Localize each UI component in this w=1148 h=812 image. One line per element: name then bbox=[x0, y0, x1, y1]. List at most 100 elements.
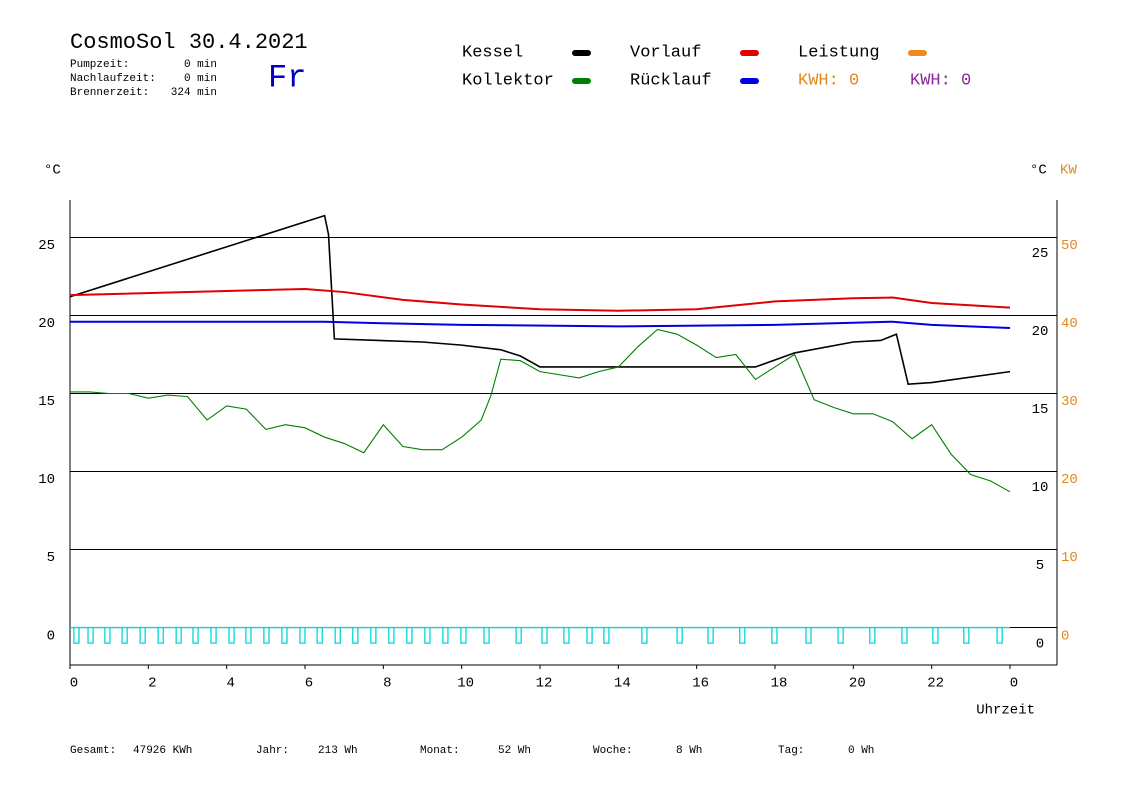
pulse bbox=[460, 627, 467, 644]
series-line bbox=[70, 328, 1011, 493]
x-tick-label: 14 bbox=[614, 676, 631, 692]
y2-tick-label: 0 bbox=[1036, 636, 1044, 652]
pulse bbox=[563, 627, 570, 644]
y2-axis-label: °C bbox=[1030, 163, 1047, 179]
pulse bbox=[245, 627, 252, 644]
pulse bbox=[996, 627, 1003, 644]
x-tick-label: 22 bbox=[927, 676, 944, 692]
pulse bbox=[963, 627, 970, 644]
pulse bbox=[641, 627, 648, 644]
y3-tick-label: 0 bbox=[1061, 628, 1069, 644]
pulse bbox=[515, 627, 522, 644]
info-value: 0 min bbox=[184, 73, 217, 85]
pulse bbox=[541, 627, 548, 644]
x-tick-label: 2 bbox=[148, 676, 156, 692]
pulse bbox=[901, 627, 908, 644]
pulse bbox=[316, 627, 323, 644]
y3-tick-label: 10 bbox=[1061, 550, 1078, 566]
pulse bbox=[388, 627, 395, 644]
pulse bbox=[676, 627, 683, 644]
pulse bbox=[869, 627, 876, 644]
pulse bbox=[104, 627, 111, 644]
y3-tick-label: 20 bbox=[1061, 472, 1078, 488]
pulse bbox=[739, 627, 746, 644]
pulse bbox=[87, 627, 94, 644]
legend-label: Rücklauf bbox=[630, 71, 712, 90]
footer-label: Monat: bbox=[420, 745, 460, 757]
kwh-label: KWH: 0 bbox=[798, 71, 859, 90]
pulse bbox=[586, 627, 593, 644]
legend-label: Vorlauf bbox=[630, 43, 701, 62]
info-value: 0 min bbox=[184, 59, 217, 71]
series-line bbox=[69, 287, 1011, 312]
x-tick-label: 6 bbox=[305, 676, 313, 692]
y-tick-label: 20 bbox=[38, 316, 55, 332]
y-axis-label: °C bbox=[44, 163, 61, 179]
pulse bbox=[707, 627, 714, 644]
footer-value: 8 Wh bbox=[676, 745, 702, 757]
series-line bbox=[70, 320, 1011, 329]
legend-label: Leistung bbox=[798, 43, 880, 62]
pulse bbox=[299, 627, 306, 644]
footer-label: Tag: bbox=[778, 745, 804, 757]
pulse bbox=[406, 627, 413, 644]
x-tick-label: 12 bbox=[536, 676, 553, 692]
series-line bbox=[69, 214, 1011, 385]
y3-tick-label: 50 bbox=[1061, 238, 1078, 254]
legend-label: Kessel bbox=[462, 43, 523, 62]
x-tick-label: 0 bbox=[70, 676, 78, 692]
y-tick-label: 15 bbox=[38, 394, 55, 410]
y2-tick-label: 15 bbox=[1032, 402, 1049, 418]
pulse bbox=[442, 627, 449, 644]
y3-tick-label: 40 bbox=[1061, 316, 1078, 332]
y2-tick-label: 10 bbox=[1032, 480, 1049, 496]
info-value: 324 min bbox=[171, 87, 217, 99]
pulse bbox=[263, 627, 270, 644]
pulse bbox=[281, 627, 288, 644]
pulse bbox=[334, 627, 341, 644]
y-tick-label: 10 bbox=[38, 472, 55, 488]
kwh-label: KWH: 0 bbox=[910, 71, 971, 90]
pulse bbox=[370, 627, 377, 644]
x-tick-label: 10 bbox=[457, 676, 474, 692]
x-tick-label: 20 bbox=[849, 676, 866, 692]
x-tick-label: 0 bbox=[1010, 676, 1018, 692]
pulse bbox=[228, 627, 235, 644]
pulse bbox=[352, 627, 359, 644]
info-label: Brennerzeit: bbox=[70, 87, 149, 99]
y-tick-label: 0 bbox=[47, 628, 55, 644]
y-tick-label: 5 bbox=[47, 550, 55, 566]
x-tick-label: 16 bbox=[692, 676, 709, 692]
x-tick-label: 8 bbox=[383, 676, 391, 692]
footer-value: 52 Wh bbox=[498, 745, 531, 757]
y3-axis-label: KW bbox=[1060, 163, 1077, 179]
pulse bbox=[932, 627, 939, 644]
y3-tick-label: 30 bbox=[1061, 394, 1078, 410]
pulse bbox=[157, 627, 164, 644]
footer-value: 0 Wh bbox=[848, 745, 874, 757]
legend-label: Kollektor bbox=[462, 71, 554, 90]
pulse bbox=[771, 627, 778, 644]
footer-label: Jahr: bbox=[256, 745, 289, 757]
x-axis-label: Uhrzeit bbox=[976, 703, 1035, 719]
info-label: Nachlaufzeit: bbox=[70, 73, 156, 85]
y2-tick-label: 20 bbox=[1032, 324, 1049, 340]
pulse bbox=[805, 627, 812, 644]
footer-value: 213 Wh bbox=[318, 745, 358, 757]
pulse bbox=[483, 627, 490, 644]
pulse bbox=[603, 627, 610, 644]
footer-value: 47926 KWh bbox=[133, 745, 192, 757]
pulse bbox=[175, 627, 182, 644]
x-tick-label: 4 bbox=[226, 676, 234, 692]
pulse bbox=[424, 627, 431, 644]
pulse bbox=[139, 627, 146, 644]
pulse bbox=[210, 627, 217, 644]
y2-tick-label: 5 bbox=[1036, 558, 1044, 574]
y-tick-label: 25 bbox=[38, 238, 55, 254]
footer-label: Woche: bbox=[593, 745, 633, 757]
pulse bbox=[73, 627, 80, 644]
x-tick-label: 18 bbox=[771, 676, 788, 692]
pulse bbox=[837, 627, 844, 644]
title: CosmoSol 30.4.2021 bbox=[70, 30, 308, 55]
